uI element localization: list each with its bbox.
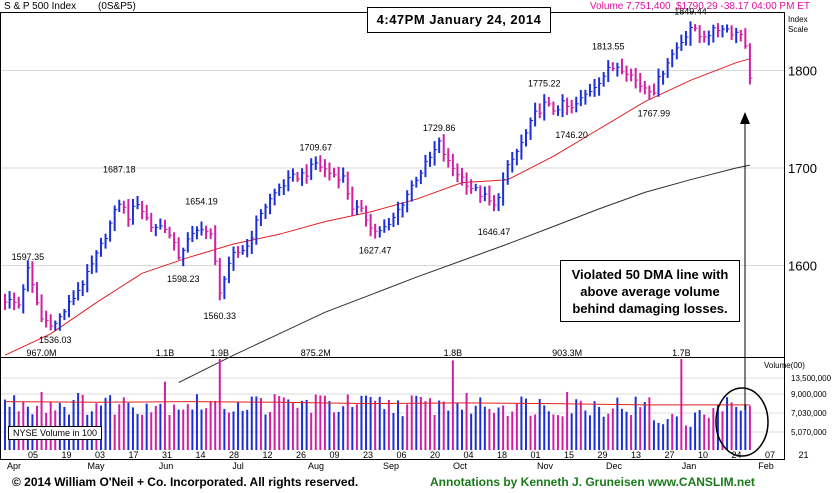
volume-label: 875.2M [301, 348, 331, 358]
x-month-label: Jan [682, 461, 697, 471]
ma50-layer [4, 58, 751, 356]
arrow-head [740, 112, 750, 124]
price-label: 1775.22 [528, 79, 561, 89]
price-axis-label-line2: Scale [788, 25, 809, 34]
volume-tick-label: 5,070,000 [791, 428, 827, 437]
volume-readout: Volume 7,751,400 [590, 1, 671, 12]
annotations-credit: Annotations by Kenneth J. Gruneisen www.… [430, 475, 755, 489]
x-day-label: 17 [128, 450, 138, 460]
x-day-label: 27 [664, 450, 674, 460]
x-month-label: Nov [537, 461, 554, 471]
x-day-label: 31 [162, 450, 172, 460]
callout-line-1: Violated 50 DMA line with [571, 267, 729, 282]
ma200-layer [178, 164, 751, 383]
x-day-label: 20 [430, 450, 440, 460]
x-month-label: May [87, 461, 105, 471]
volume-label: 1.7B [672, 348, 691, 358]
callout-line-3: behind damaging losses. [572, 301, 728, 316]
ma200-line [178, 164, 751, 383]
price-label: 1767.99 [638, 109, 671, 119]
price-label: 1709.67 [299, 143, 332, 153]
x-day-label: 09 [329, 450, 339, 460]
copyright-footer: © 2014 William O'Neil + Co. Incorporated… [12, 475, 359, 489]
x-day-label: 13 [631, 450, 641, 460]
x-day-label: 26 [296, 450, 306, 460]
volume-label: 903.3M [552, 348, 582, 358]
price-tick-label: 1700 [788, 161, 817, 176]
price-bars-layer [4, 21, 753, 331]
volume-tick-label: 7,030,000 [791, 409, 827, 418]
x-day-label: 18 [497, 450, 507, 460]
price-label: 1598.23 [167, 274, 200, 284]
volume-tick-label: 9,000,000 [791, 390, 827, 399]
timestamp-box: 4:47PM January 24, 2014 [367, 7, 551, 33]
price-label: 1654.19 [185, 197, 218, 207]
volume-label: 1.1B [156, 348, 175, 358]
volume-label: 1.8B [444, 348, 463, 358]
price-tick-label: 1600 [788, 259, 817, 274]
price-label: 1627.47 [359, 246, 392, 256]
quote-readout: $1790.29 -38.17 04:00 PM ET [676, 1, 810, 12]
ma50-line [4, 58, 751, 356]
volume-axis-label: Volume(00) [764, 361, 805, 370]
x-day-label: 04 [463, 450, 473, 460]
x-day-label: 01 [530, 450, 540, 460]
price-label: 1729.86 [423, 123, 456, 133]
volume-circle [715, 387, 769, 457]
x-day-label: 06 [396, 450, 406, 460]
x-month-label: Dec [606, 461, 623, 471]
x-day-label: 19 [61, 450, 71, 460]
x-month-label: Aug [308, 461, 324, 471]
price-axis-label-line1: Index [788, 15, 808, 24]
price-label: 1536.03 [39, 335, 72, 345]
x-month-label: Oct [453, 461, 468, 471]
x-day-label: 29 [597, 450, 607, 460]
price-label: 1849.44 [674, 6, 707, 16]
price-label: 1687.18 [103, 164, 136, 174]
volume-label: 1.9B [211, 348, 230, 358]
x-day-label: 28 [229, 450, 239, 460]
x-day-label: 15 [564, 450, 574, 460]
price-label: 1560.33 [204, 311, 237, 321]
volume-tick-label: 13,500,000 [791, 374, 832, 383]
x-day-label: 03 [95, 450, 105, 460]
x-month-label: Feb [758, 461, 774, 471]
x-day-label: 21 [798, 450, 808, 460]
x-month-label: Apr [7, 461, 21, 471]
price-label: 1646.47 [478, 227, 511, 237]
x-day-label: 10 [698, 450, 708, 460]
callout-line-2: above average volume [580, 284, 720, 299]
x-month-label: Jul [232, 461, 244, 471]
price-label: 1746.20 [555, 130, 588, 140]
x-day-label: 14 [195, 450, 205, 460]
price-label: 1813.55 [592, 41, 625, 51]
volume-bars-layer [4, 359, 751, 450]
x-day-label: 05 [28, 450, 38, 460]
annotation-callout: Violated 50 DMA line with above average … [560, 260, 740, 322]
grid [1, 70, 784, 433]
x-day-label: 24 [731, 450, 741, 460]
price-tick-label: 1800 [788, 64, 817, 79]
x-day-label: 12 [262, 450, 272, 460]
ticker-symbol: (0S&P5) [98, 1, 136, 12]
volume-legend: NYSE Volume in 100 [8, 426, 103, 440]
volume-label: 967.0M [27, 348, 57, 358]
annotations-layer: 1597.35 1536.03 1687.18 1598.23 1654.19 1560.… [12, 6, 769, 457]
average-volume-line [4, 401, 750, 406]
x-month-label: Jun [159, 461, 174, 471]
index-name: S & P 500 Index [4, 1, 77, 12]
x-month-label: Sep [383, 461, 399, 471]
price-label: 1597.35 [12, 252, 45, 262]
x-day-label: 07 [765, 450, 775, 460]
x-day-label: 23 [363, 450, 373, 460]
